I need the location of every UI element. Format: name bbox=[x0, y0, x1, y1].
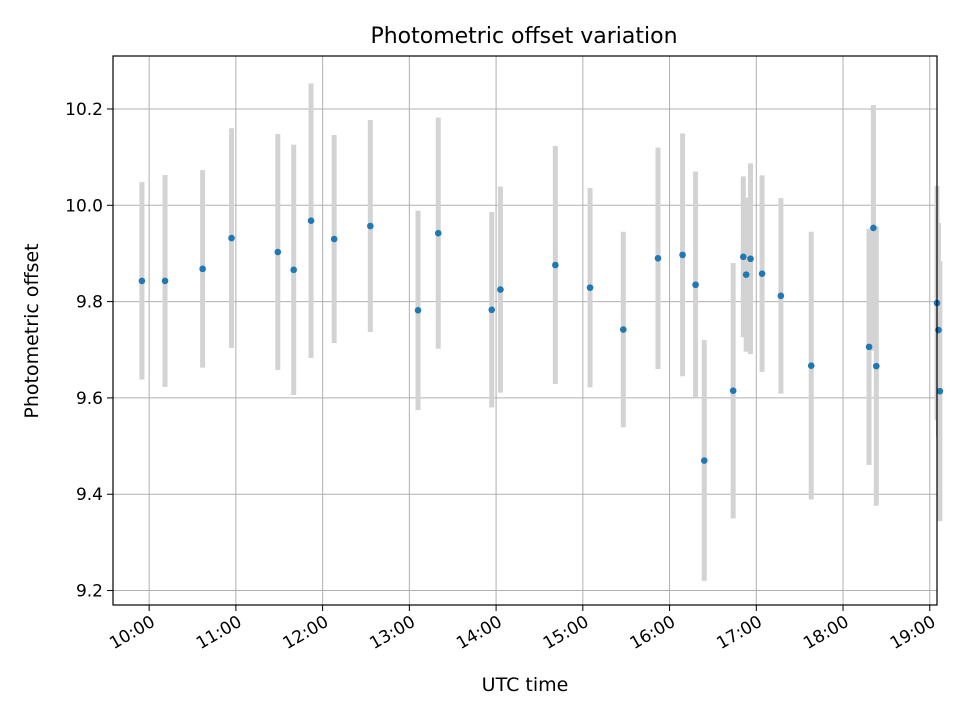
chart-title: Photometric offset variation bbox=[370, 24, 677, 49]
data-point bbox=[138, 277, 146, 285]
data-point bbox=[935, 326, 942, 334]
data-point bbox=[807, 362, 815, 369]
data-point bbox=[161, 277, 169, 285]
data-point bbox=[742, 271, 750, 278]
data-point bbox=[330, 235, 338, 243]
data-point bbox=[758, 270, 766, 277]
data-point bbox=[865, 343, 873, 351]
data-point bbox=[497, 286, 504, 293]
data-point bbox=[199, 265, 206, 273]
y-tick-label: 9.2 bbox=[76, 582, 103, 602]
y-axis-ticks: 9.2 9.4 9.6 9.8 10.0 10.2 bbox=[65, 100, 113, 602]
data-point bbox=[777, 292, 785, 300]
data-point bbox=[870, 224, 877, 232]
data-point bbox=[692, 281, 699, 289]
data-points bbox=[138, 217, 944, 464]
data-point bbox=[747, 255, 754, 263]
data-point bbox=[739, 253, 747, 261]
data-point bbox=[290, 266, 298, 274]
y-tick-label: 9.6 bbox=[76, 389, 103, 409]
data-point bbox=[620, 326, 627, 333]
data-point bbox=[228, 234, 235, 242]
data-point bbox=[936, 387, 944, 395]
plot-frame bbox=[112, 55, 938, 606]
y-tick-label: 9.8 bbox=[76, 293, 103, 313]
y-tick-label: 10.0 bbox=[65, 196, 103, 216]
data-point bbox=[274, 248, 282, 256]
data-point bbox=[700, 457, 708, 464]
data-point bbox=[872, 362, 880, 370]
data-point bbox=[552, 261, 559, 269]
data-point bbox=[434, 229, 442, 237]
data-point bbox=[367, 222, 374, 230]
data-point bbox=[679, 251, 686, 259]
data-point bbox=[488, 306, 496, 314]
data-point bbox=[654, 254, 662, 262]
data-point bbox=[729, 387, 737, 394]
y-axis-label: Photometric offset bbox=[21, 243, 43, 418]
y-tick-label: 9.4 bbox=[76, 485, 103, 505]
grid bbox=[113, 56, 937, 605]
y-tick-label: 10.2 bbox=[65, 100, 103, 120]
x-axis-label: UTC time bbox=[482, 674, 569, 696]
data-point bbox=[586, 284, 594, 291]
data-point bbox=[414, 306, 422, 314]
data-point bbox=[307, 217, 315, 224]
